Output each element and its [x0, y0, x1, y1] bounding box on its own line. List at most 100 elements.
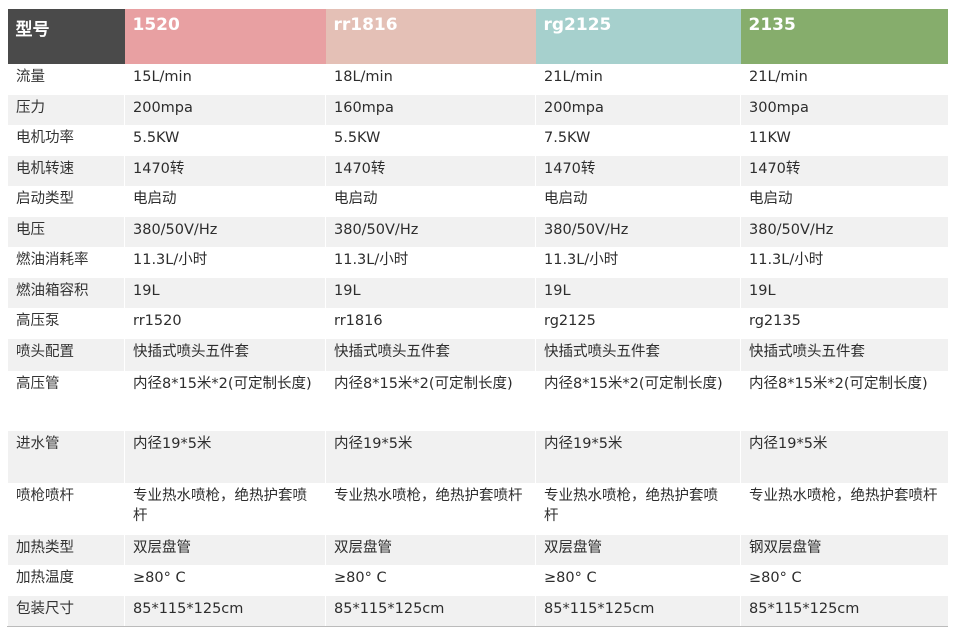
table-cell: 专业热水喷枪，绝热护套喷杆	[535, 482, 741, 535]
table-cell: 85*115*125cm	[124, 595, 326, 627]
row-label: 电机功率	[7, 125, 125, 156]
table-cell: 1470转	[325, 155, 536, 186]
table-cell: 200mpa	[535, 94, 741, 125]
table-row: 电机功率 5.5KW 5.5KW 7.5KW 11KW	[7, 125, 948, 156]
header-row: 型号 1520 rr1816 rg2125 2135	[7, 9, 948, 64]
row-label: 燃油箱容积	[7, 277, 125, 308]
table-cell: ≥80° C	[535, 565, 741, 596]
table-cell: 11.3L/小时	[740, 247, 948, 278]
table-cell: 85*115*125cm	[740, 595, 948, 627]
row-label: 喷枪喷杆	[7, 482, 125, 535]
row-label: 压力	[7, 94, 125, 125]
table-cell: 11.3L/小时	[325, 247, 536, 278]
table-cell: 19L	[124, 277, 326, 308]
table-cell: 11KW	[740, 125, 948, 156]
table-cell: 内径19*5米	[535, 430, 741, 483]
row-label: 高压管	[7, 370, 125, 431]
header-model-rg2125: rg2125	[535, 9, 741, 64]
table-cell: 电启动	[740, 186, 948, 217]
table-cell: 快插式喷头五件套	[740, 338, 948, 371]
row-label: 喷头配置	[7, 338, 125, 371]
row-label: 启动类型	[7, 186, 125, 217]
table-row: 电压 380/50V/Hz 380/50V/Hz 380/50V/Hz 380/…	[7, 216, 948, 247]
table-row: 流量 15L/min 18L/min 21L/min 21L/min	[7, 64, 948, 95]
spec-table-container: 型号 1520 rr1816 rg2125 2135 流量 15L/min 18…	[7, 9, 948, 627]
row-label: 加热类型	[7, 534, 125, 565]
table-cell: 11.3L/小时	[124, 247, 326, 278]
table-cell: 19L	[740, 277, 948, 308]
table-cell: 快插式喷头五件套	[535, 338, 741, 371]
table-cell: 内径8*15米*2(可定制长度)	[535, 370, 741, 431]
table-row: 高压泵 rr1520 rr1816 rg2125 rg2135	[7, 308, 948, 339]
row-label: 加热温度	[7, 565, 125, 596]
table-cell: 快插式喷头五件套	[325, 338, 536, 371]
row-label: 电机转速	[7, 155, 125, 186]
table-cell: 7.5KW	[535, 125, 741, 156]
row-label: 高压泵	[7, 308, 125, 339]
table-cell: 内径8*15米*2(可定制长度)	[740, 370, 948, 431]
table-row: 加热温度 ≥80° C ≥80° C ≥80° C ≥80° C	[7, 565, 948, 596]
header-model-1520: 1520	[124, 9, 326, 64]
table-cell: rr1520	[124, 308, 326, 339]
table-cell: 专业热水喷枪，绝热护套喷杆	[124, 482, 326, 535]
table-cell: 19L	[535, 277, 741, 308]
table-row: 加热类型 双层盘管 双层盘管 双层盘管 钢双层盘管	[7, 534, 948, 565]
table-cell: 内径8*15米*2(可定制长度)	[124, 370, 326, 431]
table-row: 压力 200mpa 160mpa 200mpa 300mpa	[7, 94, 948, 125]
table-cell: 5.5KW	[124, 125, 326, 156]
table-row: 喷头配置 快插式喷头五件套 快插式喷头五件套 快插式喷头五件套 快插式喷头五件套	[7, 338, 948, 371]
table-cell: 19L	[325, 277, 536, 308]
table-cell: 380/50V/Hz	[124, 216, 326, 247]
table-cell: 内径19*5米	[325, 430, 536, 483]
spec-table: 型号 1520 rr1816 rg2125 2135 流量 15L/min 18…	[7, 9, 948, 627]
table-cell: rg2125	[535, 308, 741, 339]
table-cell: 380/50V/Hz	[535, 216, 741, 247]
table-cell: 85*115*125cm	[325, 595, 536, 627]
table-cell: 21L/min	[535, 64, 741, 95]
header-model-rr1816: rr1816	[325, 9, 536, 64]
table-cell: 11.3L/小时	[535, 247, 741, 278]
row-label: 进水管	[7, 430, 125, 483]
header-model-2135: 2135	[740, 9, 948, 64]
table-row: 喷枪喷杆 专业热水喷枪，绝热护套喷杆 专业热水喷枪，绝热护套喷杆 专业热水喷枪，…	[7, 482, 948, 535]
table-cell: ≥80° C	[740, 565, 948, 596]
table-row: 进水管 内径19*5米 内径19*5米 内径19*5米 内径19*5米	[7, 430, 948, 483]
table-cell: 内径19*5米	[124, 430, 326, 483]
table-cell: 160mpa	[325, 94, 536, 125]
header-label-cell: 型号	[7, 9, 125, 64]
table-cell: 电启动	[124, 186, 326, 217]
table-cell: 18L/min	[325, 64, 536, 95]
table-row: 燃油消耗率 11.3L/小时 11.3L/小时 11.3L/小时 11.3L/小…	[7, 247, 948, 278]
row-label: 包装尺寸	[7, 595, 125, 627]
table-cell: 21L/min	[740, 64, 948, 95]
table-cell: 1470转	[124, 155, 326, 186]
table-cell: 200mpa	[124, 94, 326, 125]
table-cell: 5.5KW	[325, 125, 536, 156]
table-cell: 双层盘管	[325, 534, 536, 565]
table-cell: ≥80° C	[325, 565, 536, 596]
row-label: 电压	[7, 216, 125, 247]
table-cell: 300mpa	[740, 94, 948, 125]
table-cell: 双层盘管	[535, 534, 741, 565]
table-row: 电机转速 1470转 1470转 1470转 1470转	[7, 155, 948, 186]
table-cell: 380/50V/Hz	[325, 216, 536, 247]
table-cell: rg2135	[740, 308, 948, 339]
row-label: 燃油消耗率	[7, 247, 125, 278]
table-cell: 钢双层盘管	[740, 534, 948, 565]
table-cell: 内径8*15米*2(可定制长度)	[325, 370, 536, 431]
table-cell: 1470转	[740, 155, 948, 186]
table-cell: 双层盘管	[124, 534, 326, 565]
table-cell: rr1816	[325, 308, 536, 339]
table-cell: 内径19*5米	[740, 430, 948, 483]
table-row: 燃油箱容积 19L 19L 19L 19L	[7, 277, 948, 308]
table-cell: 专业热水喷枪，绝热护套喷杆	[740, 482, 948, 535]
table-cell: 电启动	[535, 186, 741, 217]
table-row: 启动类型 电启动 电启动 电启动 电启动	[7, 186, 948, 217]
table-cell: 电启动	[325, 186, 536, 217]
table-cell: 快插式喷头五件套	[124, 338, 326, 371]
table-cell: 15L/min	[124, 64, 326, 95]
table-cell: 85*115*125cm	[535, 595, 741, 627]
table-cell: ≥80° C	[124, 565, 326, 596]
table-row: 包装尺寸 85*115*125cm 85*115*125cm 85*115*12…	[7, 595, 948, 627]
table-cell: 专业热水喷枪，绝热护套喷杆	[325, 482, 536, 535]
